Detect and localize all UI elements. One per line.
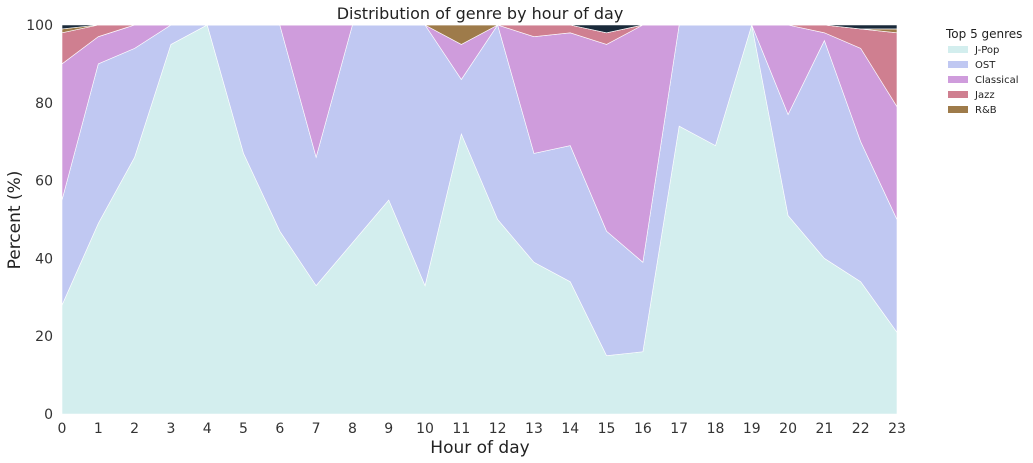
y-axis-label: Percent (%) [5, 171, 25, 270]
x-tick-label: 16 [634, 421, 652, 437]
x-tick-label: 23 [888, 421, 906, 437]
legend-title: Top 5 genres [945, 27, 1022, 41]
x-tick-label: 5 [239, 421, 248, 437]
x-tick-label: 3 [166, 421, 175, 437]
y-tick-label: 80 [35, 96, 53, 112]
x-tick-label: 0 [58, 421, 67, 437]
y-tick-label: 100 [26, 18, 53, 34]
x-tick-label: 8 [348, 421, 357, 437]
x-tick-label: 12 [489, 421, 507, 437]
legend-swatch-j-pop [948, 46, 968, 53]
y-tick-label: 60 [35, 174, 53, 190]
legend-label-classical: Classical [975, 75, 1019, 86]
y-tick-labels: 0 20 40 60 80 100 [26, 18, 53, 423]
x-tick-label: 21 [815, 421, 833, 437]
x-tick-label: 2 [130, 421, 139, 437]
legend-swatch-ost [948, 61, 968, 68]
x-tick-label: 20 [779, 421, 797, 437]
y-tick-label: 20 [35, 329, 53, 345]
x-tick-labels: 0 1 2 3 4 5 6 7 8 9 10 11 12 13 14 15 16 17 18 19 20 21 22 23 [58, 421, 906, 437]
x-tick-label: 18 [707, 421, 725, 437]
x-tick-label: 17 [670, 421, 688, 437]
x-tick-label: 1 [94, 421, 103, 437]
legend: Top 5 genres J-Pop OST Classical Jazz R&B [945, 27, 1022, 116]
legend-label-jazz: Jazz [974, 90, 995, 101]
x-tick-label: 22 [852, 421, 870, 437]
x-tick-label: 15 [598, 421, 616, 437]
x-axis-label: Hour of day [430, 438, 529, 458]
x-tick-label: 10 [416, 421, 434, 437]
legend-swatch-classical [948, 76, 968, 83]
x-tick-label: 6 [275, 421, 284, 437]
legend-label-j-pop: J-Pop [974, 45, 999, 56]
x-tick-label: 13 [525, 421, 543, 437]
y-tick-label: 0 [44, 407, 53, 423]
legend-label-ost: OST [975, 60, 996, 71]
legend-swatch-jazz [948, 91, 968, 98]
legend-swatch-r-b [948, 106, 968, 113]
x-tick-label: 19 [743, 421, 761, 437]
x-tick-label: 9 [384, 421, 393, 437]
y-tick-label: 40 [35, 251, 53, 267]
legend-label-r-b: R&B [975, 105, 997, 116]
area-other-5 [61, 24, 898, 34]
x-tick-label: 4 [203, 421, 212, 437]
x-tick-label: 14 [561, 421, 579, 437]
x-tick-label: 11 [452, 421, 470, 437]
area-layer [61, 24, 898, 415]
x-tick-label: 7 [312, 421, 321, 437]
chart-title: Distribution of genre by hour of day [337, 4, 624, 23]
